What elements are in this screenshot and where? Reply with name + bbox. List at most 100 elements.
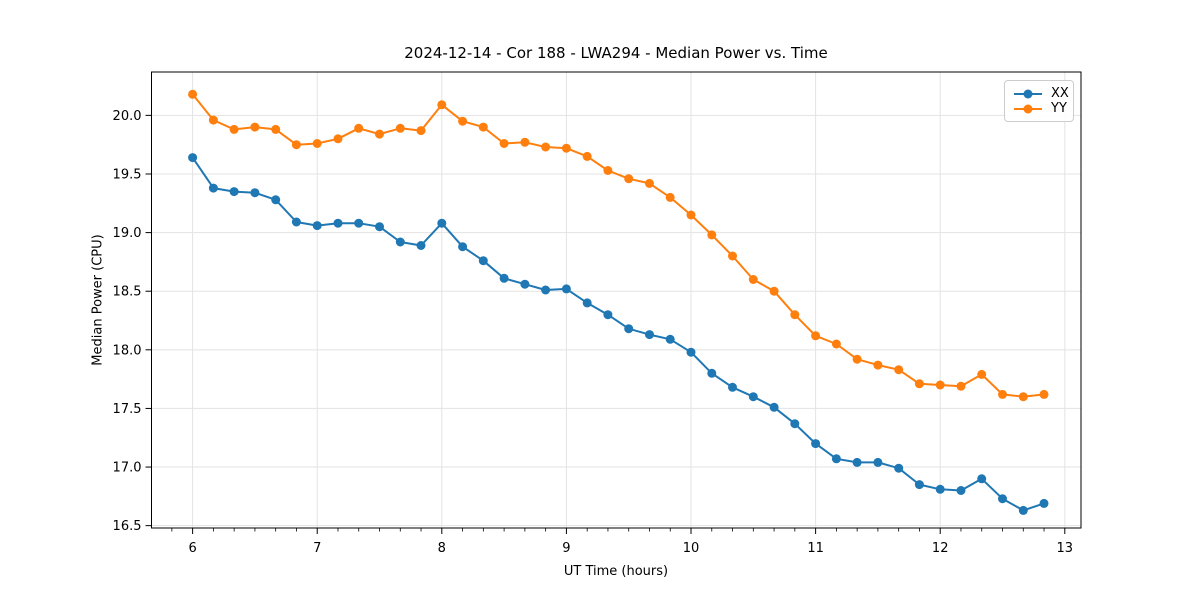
data-point bbox=[914, 480, 924, 490]
data-point bbox=[852, 457, 862, 467]
legend-item-yy: YY bbox=[1014, 101, 1067, 116]
data-point bbox=[582, 151, 592, 161]
data-point bbox=[458, 116, 468, 126]
data-point bbox=[354, 218, 364, 228]
data-point bbox=[873, 457, 883, 467]
data-point bbox=[250, 122, 260, 132]
data-point bbox=[1018, 392, 1028, 402]
x-axis-minor-ticks bbox=[171, 528, 1045, 532]
data-point bbox=[208, 115, 218, 125]
y-tick-label: 18.5 bbox=[113, 285, 142, 300]
data-point bbox=[188, 89, 198, 99]
data-point bbox=[312, 221, 322, 231]
data-point bbox=[977, 474, 987, 484]
y-tick-label: 17.5 bbox=[113, 402, 142, 417]
data-point bbox=[998, 389, 1007, 399]
legend: XX YY bbox=[1004, 80, 1074, 122]
x-tick-label: 7 bbox=[313, 541, 321, 556]
data-point bbox=[541, 285, 551, 295]
data-point bbox=[354, 123, 364, 133]
data-point bbox=[333, 218, 343, 228]
legend-line-marker-icon bbox=[1014, 104, 1042, 113]
data-point bbox=[271, 195, 281, 205]
y-tick-label: 18.0 bbox=[113, 343, 142, 358]
data-point bbox=[312, 139, 322, 148]
data-point bbox=[291, 217, 301, 227]
data-point bbox=[748, 392, 758, 402]
data-point bbox=[499, 273, 509, 283]
data-point bbox=[998, 494, 1007, 504]
data-point bbox=[728, 382, 737, 392]
data-point bbox=[188, 153, 198, 163]
y-tick-label: 19.5 bbox=[113, 167, 142, 182]
y-tick-label: 20.0 bbox=[113, 109, 142, 124]
data-point bbox=[1039, 498, 1049, 508]
data-point bbox=[250, 188, 260, 198]
data-point bbox=[520, 137, 530, 147]
data-point bbox=[852, 354, 862, 364]
data-point bbox=[416, 241, 426, 250]
data-point bbox=[873, 360, 883, 370]
data-point bbox=[582, 298, 592, 308]
gridlines bbox=[151, 72, 1081, 528]
series-xx bbox=[188, 153, 1049, 515]
y-tick-label: 16.5 bbox=[113, 519, 142, 534]
data-point bbox=[624, 324, 634, 334]
legend-item-xx: XX bbox=[1014, 86, 1069, 101]
data-point bbox=[437, 218, 447, 228]
series-yy bbox=[188, 89, 1049, 402]
data-point bbox=[707, 368, 717, 378]
data-point bbox=[831, 339, 841, 349]
x-tick-label: 13 bbox=[1057, 541, 1074, 556]
data-point bbox=[1018, 505, 1028, 515]
data-point bbox=[914, 379, 924, 389]
data-point bbox=[956, 486, 966, 495]
data-point bbox=[935, 380, 945, 390]
data-point bbox=[1039, 389, 1049, 399]
data-point bbox=[935, 484, 945, 494]
data-point bbox=[541, 142, 551, 152]
data-point bbox=[831, 454, 841, 464]
x-axis-ticks: 6 7 8 9 10 11 12 13 bbox=[188, 528, 1073, 556]
data-point bbox=[458, 242, 468, 252]
data-point bbox=[686, 347, 696, 357]
data-point bbox=[769, 286, 779, 296]
data-point bbox=[728, 251, 737, 261]
data-point bbox=[603, 310, 613, 320]
data-point bbox=[520, 279, 530, 289]
data-point bbox=[395, 237, 405, 247]
data-point bbox=[811, 439, 821, 449]
data-point bbox=[478, 122, 488, 132]
data-point bbox=[956, 381, 966, 391]
data-point bbox=[707, 230, 717, 240]
data-point bbox=[748, 275, 758, 284]
data-point bbox=[894, 463, 904, 473]
data-point bbox=[769, 402, 779, 412]
data-point bbox=[686, 210, 696, 220]
data-point bbox=[811, 331, 821, 341]
data-point bbox=[665, 192, 675, 202]
data-point bbox=[229, 187, 239, 197]
x-tick-label: 10 bbox=[683, 541, 700, 556]
data-point bbox=[790, 419, 800, 429]
data-point bbox=[333, 134, 343, 144]
data-point bbox=[437, 100, 447, 110]
data-point bbox=[271, 124, 281, 134]
y-tick-label: 17.0 bbox=[113, 461, 142, 476]
chart-title: 2024-12-14 - Cor 188 - LWA294 - Median P… bbox=[404, 44, 828, 62]
x-tick-label: 8 bbox=[438, 541, 446, 556]
y-axis-ticks: 16.5 17.0 17.5 18.0 18.5 19.0 19.5 20.0 bbox=[113, 109, 152, 534]
data-point bbox=[375, 222, 384, 232]
plot-spines bbox=[151, 71, 1082, 529]
data-point bbox=[790, 310, 800, 320]
data-point bbox=[291, 140, 301, 150]
data-point bbox=[624, 174, 634, 184]
x-tick-label: 12 bbox=[932, 541, 949, 556]
data-point bbox=[416, 126, 426, 136]
legend-line-marker-icon bbox=[1014, 89, 1042, 98]
y-tick-label: 19.0 bbox=[113, 226, 142, 241]
data-point bbox=[229, 124, 239, 134]
x-tick-label: 11 bbox=[807, 541, 824, 556]
x-tick-label: 6 bbox=[188, 541, 196, 556]
